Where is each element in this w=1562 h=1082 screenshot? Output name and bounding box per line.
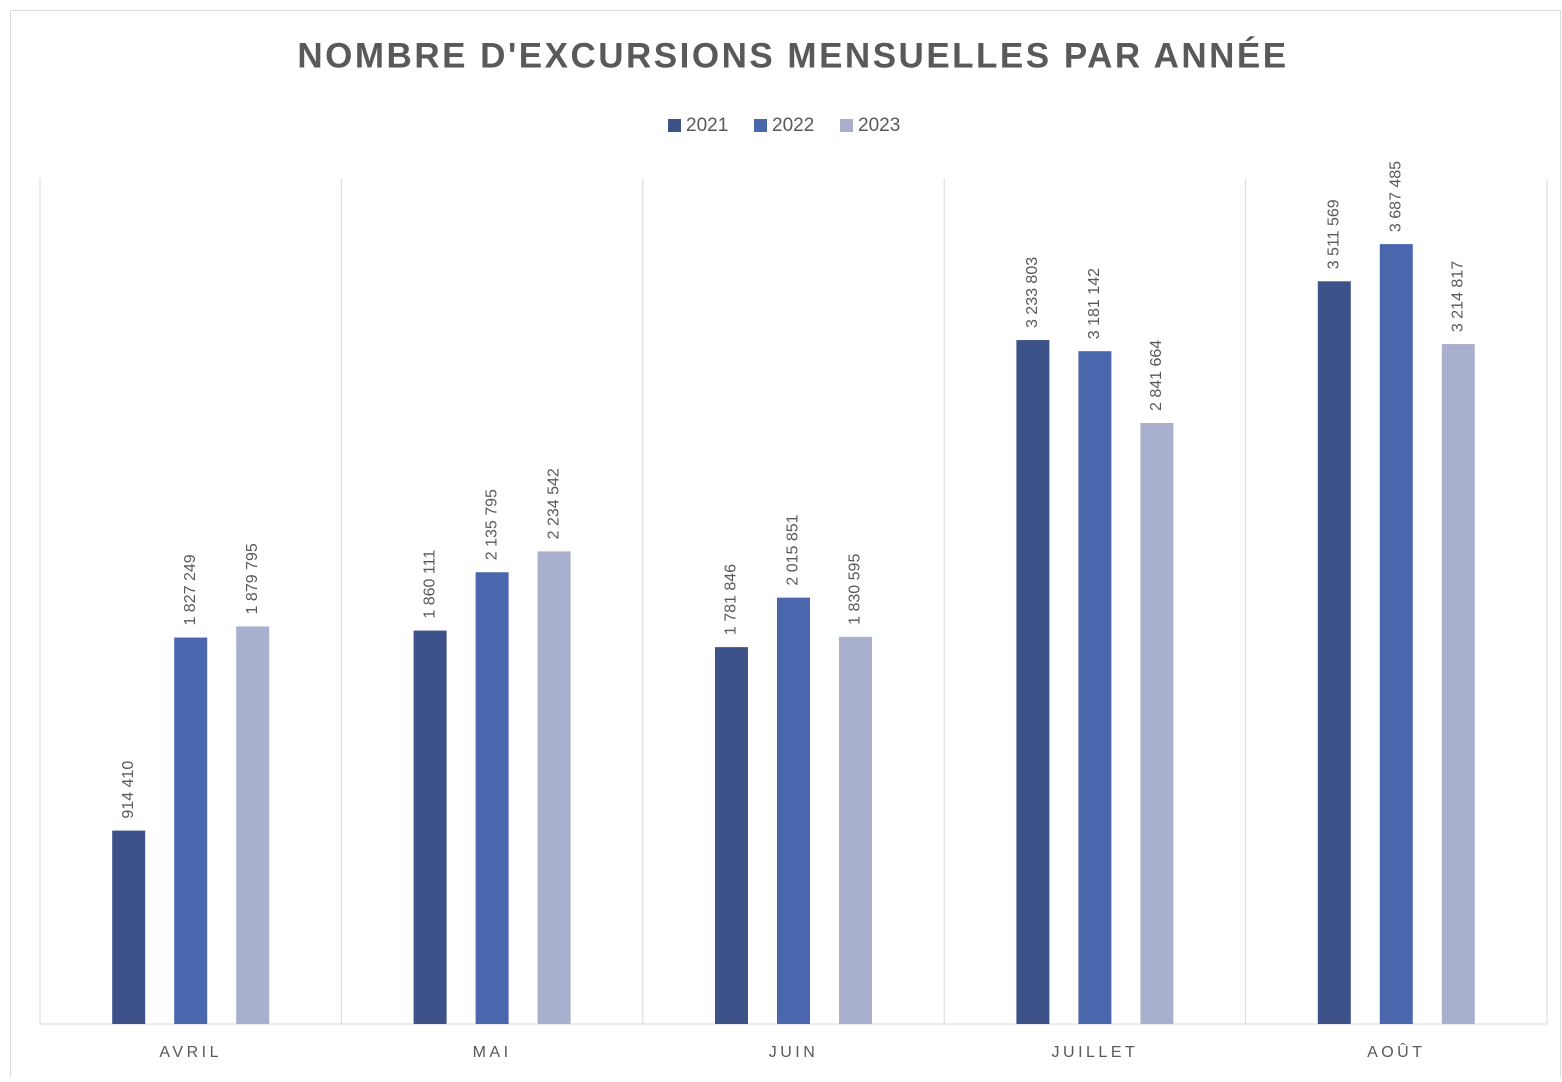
x-tick-label: AOÛT [1367, 1042, 1425, 1061]
value-label: 1 830 595 [847, 554, 864, 625]
bar [413, 630, 447, 1024]
bar [777, 597, 810, 1024]
bar [475, 572, 509, 1024]
value-label: 3 214 817 [1450, 261, 1467, 332]
bar [236, 626, 270, 1024]
x-tick-label: JUILLET [1052, 1044, 1139, 1061]
value-label: 3 181 142 [1086, 268, 1103, 339]
legend-label: 2023 [858, 115, 900, 136]
value-label: 1 827 249 [182, 554, 199, 625]
bar [537, 551, 571, 1024]
bar [1078, 351, 1112, 1024]
chart-title: NOMBRE D'EXCURSIONS MENSUELLES PAR ANNÉE [297, 35, 1288, 75]
legend-swatch [668, 119, 681, 132]
value-label: 1 879 795 [244, 543, 261, 614]
bar [1140, 422, 1174, 1025]
value-label: 2 015 851 [785, 514, 802, 585]
x-tick-label: JUIN [769, 1044, 819, 1061]
bar [715, 647, 748, 1024]
bar [1379, 244, 1413, 1024]
x-tick-label: AVRIL [159, 1044, 222, 1061]
legend-label: 2022 [772, 115, 814, 136]
value-label: 3 687 485 [1388, 161, 1405, 232]
value-label: 2 234 542 [545, 468, 562, 539]
value-label: 914 410 [120, 761, 137, 819]
value-label: 1 860 111 [421, 550, 438, 619]
legend-label: 2021 [686, 115, 728, 136]
bar [1016, 340, 1050, 1024]
bar [1317, 281, 1351, 1024]
bar [839, 636, 872, 1024]
bar [1441, 344, 1475, 1025]
bar [174, 637, 208, 1024]
value-label: 2 841 664 [1148, 340, 1165, 411]
legend-swatch [840, 119, 853, 132]
value-label: 2 135 795 [483, 489, 500, 560]
value-label: 3 233 803 [1024, 257, 1041, 328]
bar [112, 830, 146, 1024]
x-tick-label: MAI [473, 1044, 512, 1061]
legend-swatch [754, 119, 767, 132]
value-label: 1 781 846 [723, 564, 740, 635]
value-label: 3 511 569 [1326, 199, 1343, 269]
